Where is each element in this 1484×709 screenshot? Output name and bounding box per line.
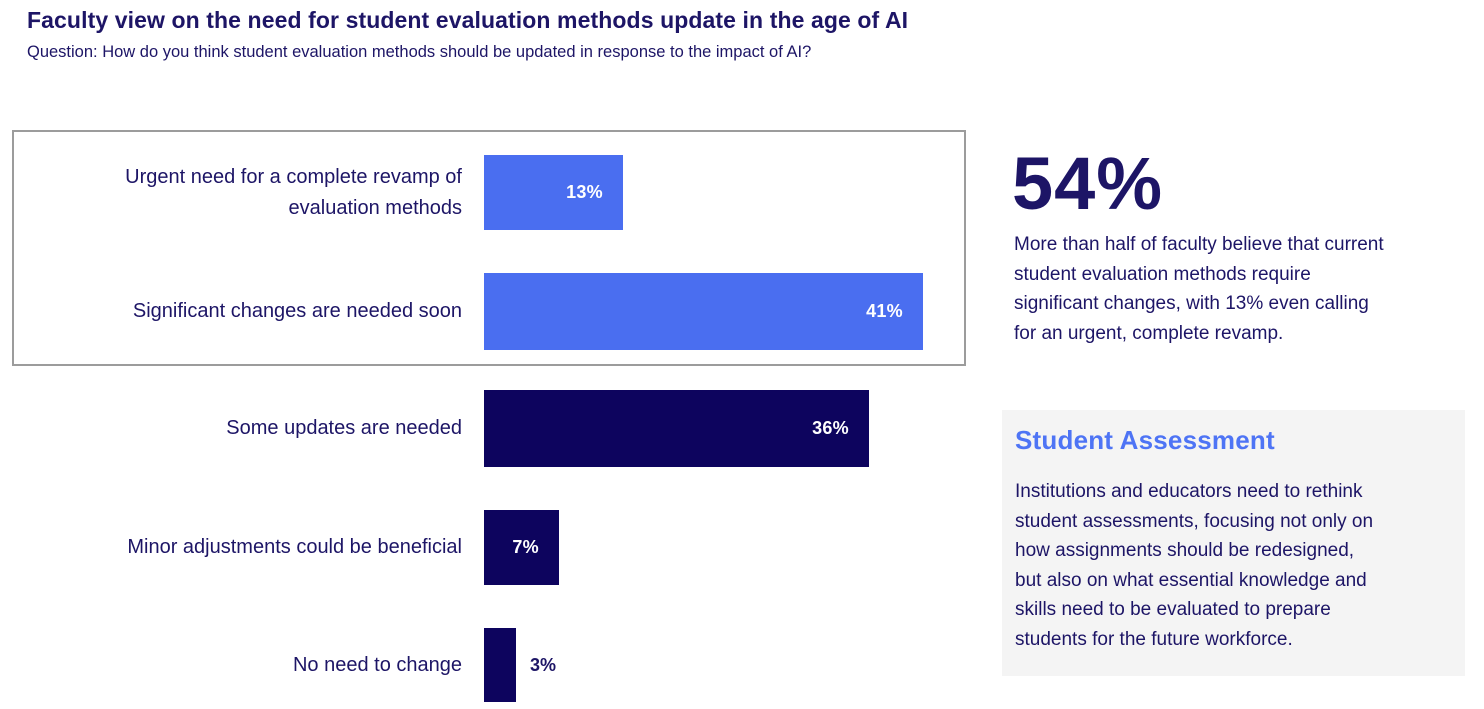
callout-card: Student Assessment Institutions and educ… [1002, 410, 1465, 676]
bar: 7% [484, 510, 559, 585]
bar-row: No need to change 3% [0, 628, 1000, 702]
highlight-outline [12, 130, 966, 366]
insight-text: More than half of faculty believe that c… [1014, 234, 1384, 344]
page-title: Faculty view on the need for student eva… [27, 7, 909, 33]
bar-row: Urgent need for a complete revamp of eva… [0, 155, 1000, 230]
bar: 41% [484, 273, 923, 350]
bar: 36% [484, 390, 869, 467]
bar-label: Minor adjustments could be beneficial [127, 536, 462, 558]
bar-label: No need to change [292, 653, 462, 676]
bar-value-label: 41% [866, 301, 903, 321]
callout-body: Institutions and educators need to rethi… [1015, 481, 1374, 650]
bar-row: Some updates are needed 36% [0, 390, 1000, 467]
header: Faculty view on the need for student eva… [27, 7, 1127, 62]
page-subtitle: Question: How do you think student evalu… [27, 43, 812, 61]
stat-value: 54% [1012, 142, 1164, 225]
bar [484, 628, 516, 702]
bar-chart: Urgent need for a complete revamp of eva… [0, 130, 1000, 702]
bar-value-label: 13% [566, 182, 603, 202]
callout-title: Student Assessment [1015, 425, 1275, 455]
bar-label: Significant changes are needed soon [132, 300, 462, 322]
bar-label: Urgent need for a complete revamp of eva… [125, 165, 462, 219]
bar-row: Significant changes are needed soon 41% [0, 273, 1000, 350]
bar: 13% [484, 155, 623, 230]
bar-label: Some updates are needed [226, 417, 462, 439]
bar-value-label: 3% [530, 654, 557, 675]
bar-value-label: 7% [512, 537, 539, 557]
bar-value-label: 36% [812, 418, 849, 438]
bar-row: Minor adjustments could be beneficial 7% [0, 510, 1000, 585]
